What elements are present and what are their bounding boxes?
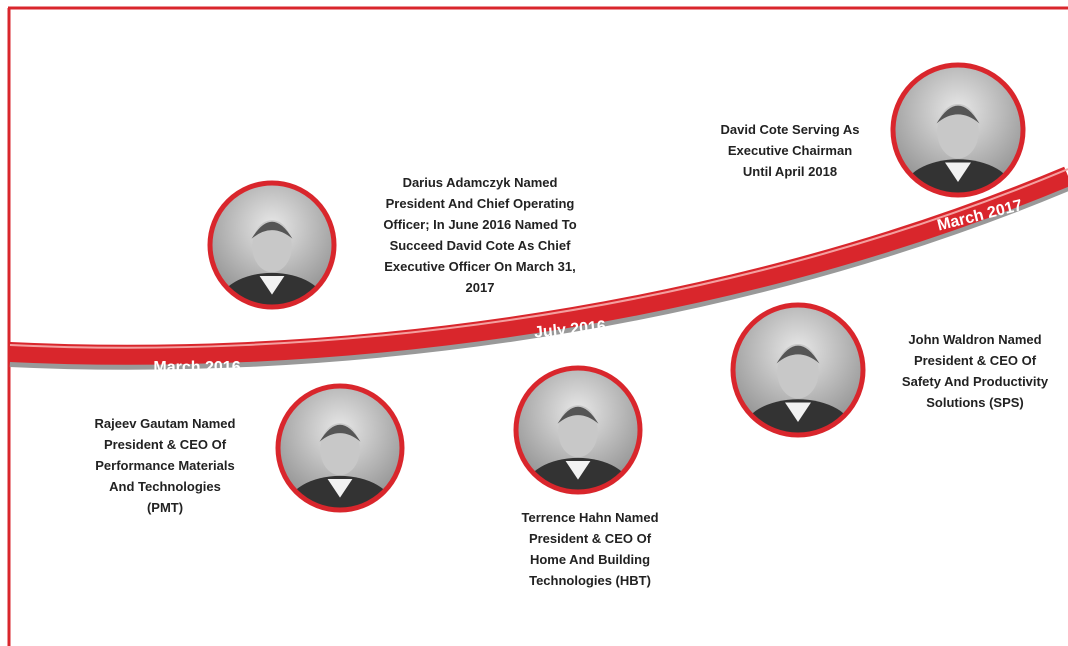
- face: [320, 423, 360, 476]
- face: [252, 220, 292, 273]
- event-text: Rajeev Gautam Named: [95, 416, 236, 431]
- shoulders: [219, 272, 325, 307]
- event-text: Solutions (SPS): [926, 395, 1024, 410]
- event-text: President & CEO Of: [529, 531, 652, 546]
- event-text: David Cote Serving As: [721, 122, 860, 137]
- portrait-image: [893, 65, 1023, 195]
- portrait: [890, 62, 1026, 198]
- collar: [565, 461, 591, 480]
- event-text: Terrence Hahn Named: [521, 510, 658, 525]
- collar: [259, 276, 285, 295]
- portrait-image: [733, 305, 863, 435]
- event-text: Performance Materials: [95, 458, 234, 473]
- face: [937, 104, 979, 159]
- portrait-ring: [513, 365, 643, 495]
- face: [558, 405, 598, 458]
- portrait-image: [516, 368, 640, 492]
- milestone-label: March 2016: [153, 359, 240, 376]
- shoulders: [287, 475, 393, 510]
- portrait: [513, 365, 643, 495]
- portrait-ring: [890, 62, 1026, 198]
- milestone-label: July 2016: [533, 318, 606, 341]
- portrait-image: [278, 386, 402, 510]
- shoulders: [525, 457, 631, 492]
- collar: [945, 162, 971, 182]
- portrait-image: [210, 183, 334, 307]
- event-text: And Technologies: [109, 479, 221, 494]
- event-text: Executive Chairman: [728, 143, 852, 158]
- event-text: Succeed David Cote As Chief: [390, 238, 572, 253]
- portrait: [207, 180, 337, 310]
- hair: [936, 105, 980, 124]
- event-text: John Waldron Named: [908, 332, 1041, 347]
- portrait: [730, 302, 866, 438]
- portrait-ring: [730, 302, 866, 438]
- event-text: President & CEO Of: [914, 353, 1037, 368]
- hair: [557, 406, 599, 424]
- timeline-band: [9, 166, 1068, 365]
- band-highlight: [9, 168, 1068, 349]
- event-text: Technologies (HBT): [529, 573, 651, 588]
- event-text: Until April 2018: [743, 164, 837, 179]
- hair: [251, 221, 293, 239]
- hair: [776, 345, 820, 364]
- event-text: Officer; In June 2016 Named To: [383, 217, 576, 232]
- face: [777, 344, 819, 399]
- event-text: (PMT): [147, 500, 183, 515]
- event-text: Darius Adamczyk Named: [403, 175, 558, 190]
- portrait-ring: [275, 383, 405, 513]
- event-text: Executive Officer On March 31,: [384, 259, 575, 274]
- shoulders: [902, 159, 1014, 195]
- hair: [319, 424, 361, 442]
- event-text: Home And Building: [530, 552, 650, 567]
- event-text: President And Chief Operating: [386, 196, 575, 211]
- portrait-ring: [207, 180, 337, 310]
- event-text: President & CEO Of: [104, 437, 227, 452]
- event-text: 2017: [466, 280, 495, 295]
- portrait: [275, 383, 405, 513]
- event-text: Safety And Productivity: [902, 374, 1049, 389]
- shoulders: [742, 399, 854, 435]
- collar: [327, 479, 353, 498]
- collar: [785, 402, 811, 422]
